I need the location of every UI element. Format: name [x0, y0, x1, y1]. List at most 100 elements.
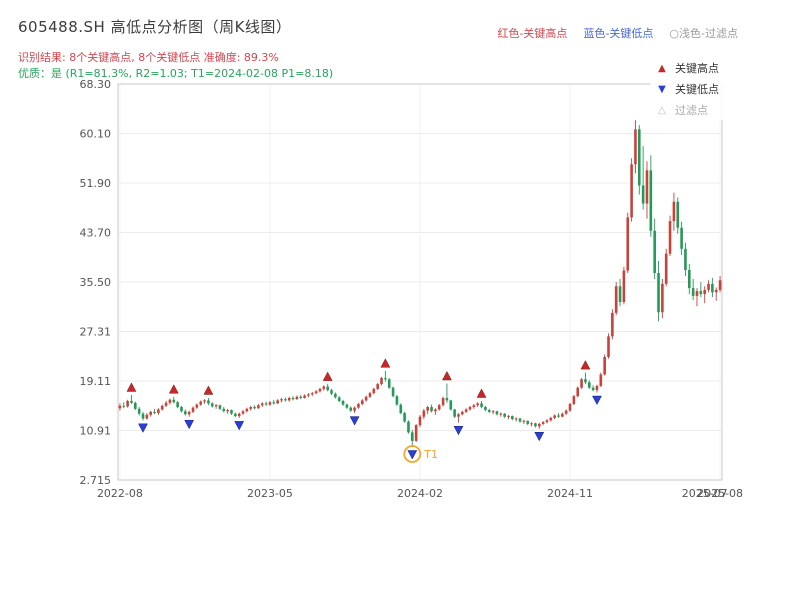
x-tick-label: 2025-08 — [697, 487, 743, 500]
candle-body — [372, 388, 376, 394]
recognition-result-line: 识别结果: 8个关键高点, 8个关键低点 准确度: 89.3% — [18, 51, 279, 64]
candle-body — [595, 385, 599, 391]
candle-body — [399, 404, 403, 414]
candle-body — [472, 405, 476, 408]
t1-marker: T1 — [403, 445, 438, 463]
candle-body — [599, 374, 603, 386]
key-high-marker — [442, 370, 452, 381]
candle-body — [430, 407, 433, 412]
candle-body — [445, 397, 449, 401]
candle-body — [160, 405, 164, 410]
candle-body — [341, 400, 345, 405]
y-tick-label: 35.50 — [80, 276, 112, 289]
candle-body — [295, 396, 299, 400]
candle-body — [484, 407, 487, 411]
candle-body — [218, 405, 222, 409]
candle-body — [641, 185, 645, 204]
candle-body — [237, 413, 241, 417]
key-low-marker — [453, 425, 464, 436]
candle-body — [310, 393, 314, 395]
candle-body — [480, 403, 483, 408]
color-key: 红色-关键高点 蓝色-关键低点 ○浅色-过滤点 — [497, 25, 738, 41]
candle-body — [345, 404, 349, 408]
candle-body — [326, 386, 329, 391]
candle-body — [337, 397, 341, 401]
color-key-filter-label: ○浅色-过滤点 — [669, 27, 738, 40]
candle-body — [357, 404, 360, 408]
candle-body — [622, 270, 626, 302]
candle-body — [695, 291, 699, 296]
candle-body — [303, 395, 306, 398]
candle-body — [514, 418, 518, 420]
candle-body — [672, 201, 676, 222]
key-high-marker — [126, 382, 137, 392]
candle-body — [687, 269, 691, 289]
candle-body — [380, 378, 383, 385]
candle-body — [495, 411, 499, 415]
candle-body — [284, 399, 287, 401]
t1-label: T1 — [423, 448, 438, 461]
candle-body — [572, 396, 576, 405]
candle-body — [130, 400, 133, 403]
candle-body — [353, 407, 356, 411]
candle-body — [299, 396, 303, 398]
candle-body — [187, 411, 191, 415]
candle-body — [587, 382, 591, 388]
candle-body — [241, 411, 245, 414]
candle-body — [195, 404, 199, 408]
candle-body — [591, 387, 595, 391]
candle-body — [437, 405, 441, 410]
candle-body — [364, 396, 368, 401]
legend-label-key-low: 关键低点 — [675, 83, 719, 96]
legend-item-key-low: ▼ 关键低点 — [656, 81, 719, 97]
key-high-marker — [203, 385, 214, 395]
candle-body — [349, 407, 353, 411]
candle-body — [199, 401, 203, 405]
legend-box: ▲ 关键高点 ▼ 关键低点 △ 过滤点 — [650, 58, 725, 120]
y-tick-label: 2.715 — [80, 474, 112, 487]
candle-body — [291, 397, 295, 400]
candle-body — [141, 413, 145, 419]
key-low-marker — [234, 421, 245, 431]
y-tick-label: 68.30 — [80, 78, 112, 91]
key-high-marker — [168, 384, 179, 394]
candle-body — [118, 405, 122, 409]
x-tick-label: 2024-11 — [547, 487, 593, 500]
candle-body — [664, 253, 668, 284]
candle-body — [360, 400, 364, 405]
y-tick-label: 19.11 — [80, 375, 112, 388]
candle-body — [184, 411, 187, 415]
y-tick-label: 51.90 — [80, 177, 112, 190]
y-tick-label: 43.70 — [80, 227, 112, 240]
x-tick-label: 2022-08 — [97, 487, 143, 500]
candle-body — [376, 384, 379, 389]
candle-body — [272, 402, 276, 404]
candle-body — [564, 410, 568, 414]
key-low-marker — [349, 416, 360, 426]
candle-body — [453, 409, 456, 417]
candle-body — [530, 423, 533, 425]
candle-body — [522, 420, 526, 422]
candle-body — [172, 399, 176, 403]
candle-body — [411, 432, 414, 441]
key-high-marker — [322, 371, 333, 381]
candle-body — [703, 289, 706, 295]
candle-body — [391, 387, 395, 397]
page-title: 605488.SH 高低点分析图（周K线图） — [18, 18, 292, 36]
candle-body — [330, 390, 333, 394]
x-tick-label: 2024-02 — [397, 487, 443, 500]
candle-body — [307, 394, 310, 396]
triangle-up-icon: ▲ — [658, 62, 666, 74]
candle-body — [449, 400, 453, 410]
candle-body — [287, 397, 291, 401]
candles-layer — [118, 120, 722, 448]
legend-label-filtered: 过滤点 — [675, 104, 708, 117]
candle-body — [649, 170, 653, 231]
y-tick-label: 60.10 — [80, 128, 112, 141]
candle-body — [676, 201, 680, 228]
key-low-markers — [138, 395, 602, 460]
candle-body — [260, 403, 264, 406]
candle-body — [653, 230, 656, 273]
candle-body — [276, 400, 279, 404]
